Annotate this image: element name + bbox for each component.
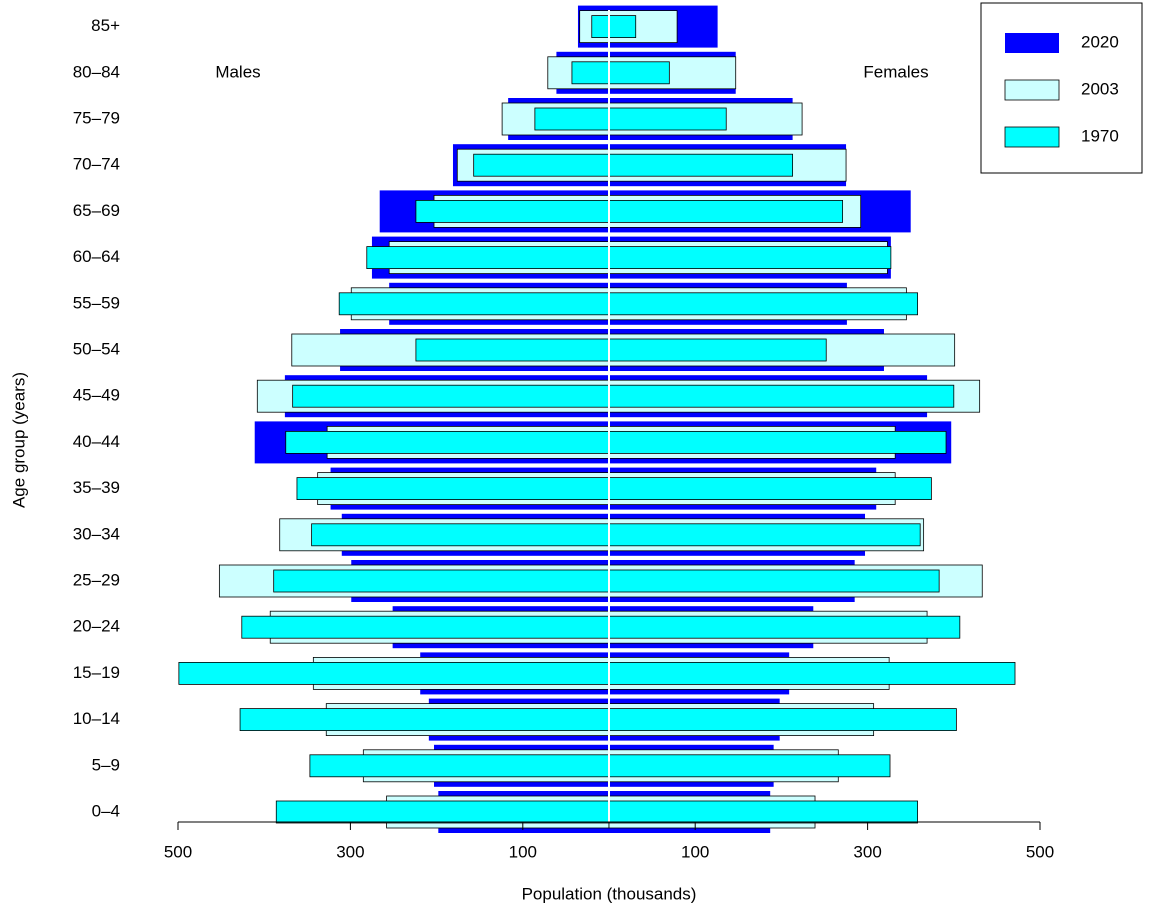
bar-female	[608, 107, 727, 131]
bar-male	[366, 246, 610, 270]
y-tick-label: 35–39	[73, 478, 120, 497]
x-axis-label: Population (thousands)	[522, 884, 697, 903]
x-tick-label: 300	[853, 842, 881, 861]
y-tick-label: 15–19	[73, 663, 120, 682]
bar-female	[608, 292, 918, 316]
males-label: Males	[215, 62, 260, 81]
bar-female	[608, 477, 932, 501]
bar-male	[415, 338, 610, 362]
y-tick-label: 25–29	[73, 570, 120, 589]
legend-swatch	[1004, 79, 1060, 101]
bar-male	[275, 800, 610, 824]
y-tick-label: 65–69	[73, 201, 120, 220]
bar-female	[608, 61, 670, 85]
bar-female	[608, 754, 891, 778]
legend-label: 2003	[1081, 79, 1119, 98]
y-tick-label: 45–49	[73, 386, 120, 405]
bar-female	[608, 662, 1016, 685]
bar-male	[311, 523, 610, 547]
bar-male	[273, 569, 610, 593]
bar-female	[608, 338, 827, 362]
bar-female	[608, 15, 637, 38]
bar-female	[608, 246, 892, 270]
x-tick-label: 300	[336, 842, 364, 861]
y-tick-label: 5–9	[92, 755, 120, 774]
bar-male	[292, 384, 610, 408]
y-tick-label: 70–74	[73, 155, 120, 174]
y-tick-label: 60–64	[73, 247, 120, 266]
bar-female	[608, 708, 957, 731]
bar-male	[296, 477, 610, 501]
bar-female	[608, 800, 918, 824]
x-tick-label: 500	[1026, 842, 1054, 861]
bar-female	[608, 615, 961, 639]
y-tick-label: 20–24	[73, 617, 120, 636]
y-tick-label: 40–44	[73, 432, 120, 451]
bar-male	[285, 430, 610, 454]
bar-female	[608, 523, 921, 547]
y-tick-label: 75–79	[73, 108, 120, 127]
legend-swatch	[1004, 126, 1060, 148]
bar-male	[534, 107, 610, 131]
bar-male	[571, 61, 610, 85]
bar-male	[178, 662, 610, 685]
bar-female	[608, 384, 955, 408]
y-tick-label: 80–84	[73, 62, 120, 81]
y-tick-label: 85+	[91, 16, 120, 35]
bar-male	[309, 754, 610, 778]
bar-female	[608, 430, 947, 454]
bar-male	[239, 708, 610, 731]
females-label: Females	[863, 62, 928, 81]
legend-swatch	[1005, 33, 1059, 53]
bar-male	[241, 615, 610, 639]
x-tick-label: 100	[681, 842, 709, 861]
y-tick-label: 30–34	[73, 524, 120, 543]
x-tick-label: 100	[509, 842, 537, 861]
legend-label: 1970	[1081, 126, 1119, 145]
bar-male	[338, 292, 610, 316]
y-tick-label: 0–4	[92, 801, 120, 820]
x-tick-label: 500	[164, 842, 192, 861]
bar-male	[473, 153, 610, 177]
y-axis-label: Age group (years)	[9, 372, 28, 508]
bar-female	[608, 153, 794, 177]
y-tick-label: 55–59	[73, 293, 120, 312]
legend-label: 2020	[1081, 32, 1119, 51]
bar-female	[608, 199, 844, 223]
bar-male	[415, 199, 610, 223]
bar-male	[591, 15, 610, 38]
bar-female	[608, 569, 940, 593]
y-tick-label: 10–14	[73, 709, 120, 728]
y-tick-label: 50–54	[73, 339, 120, 358]
